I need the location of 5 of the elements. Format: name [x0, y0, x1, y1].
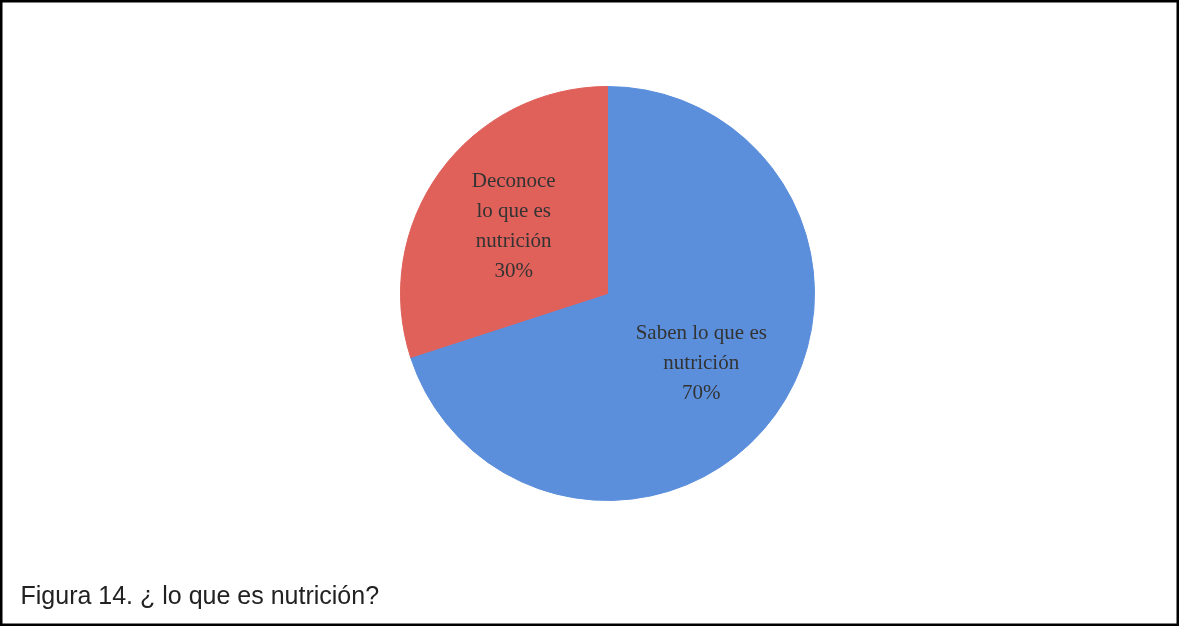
data-label: 30% [494, 258, 533, 283]
slice-label: Deconoce lo que es nutrición [471, 168, 556, 253]
data-label: 70% [682, 379, 721, 404]
slice-label: Saben lo que es nutrición [635, 319, 767, 374]
text: Figura 14. ¿ lo que es nutrición? [20, 580, 380, 609]
